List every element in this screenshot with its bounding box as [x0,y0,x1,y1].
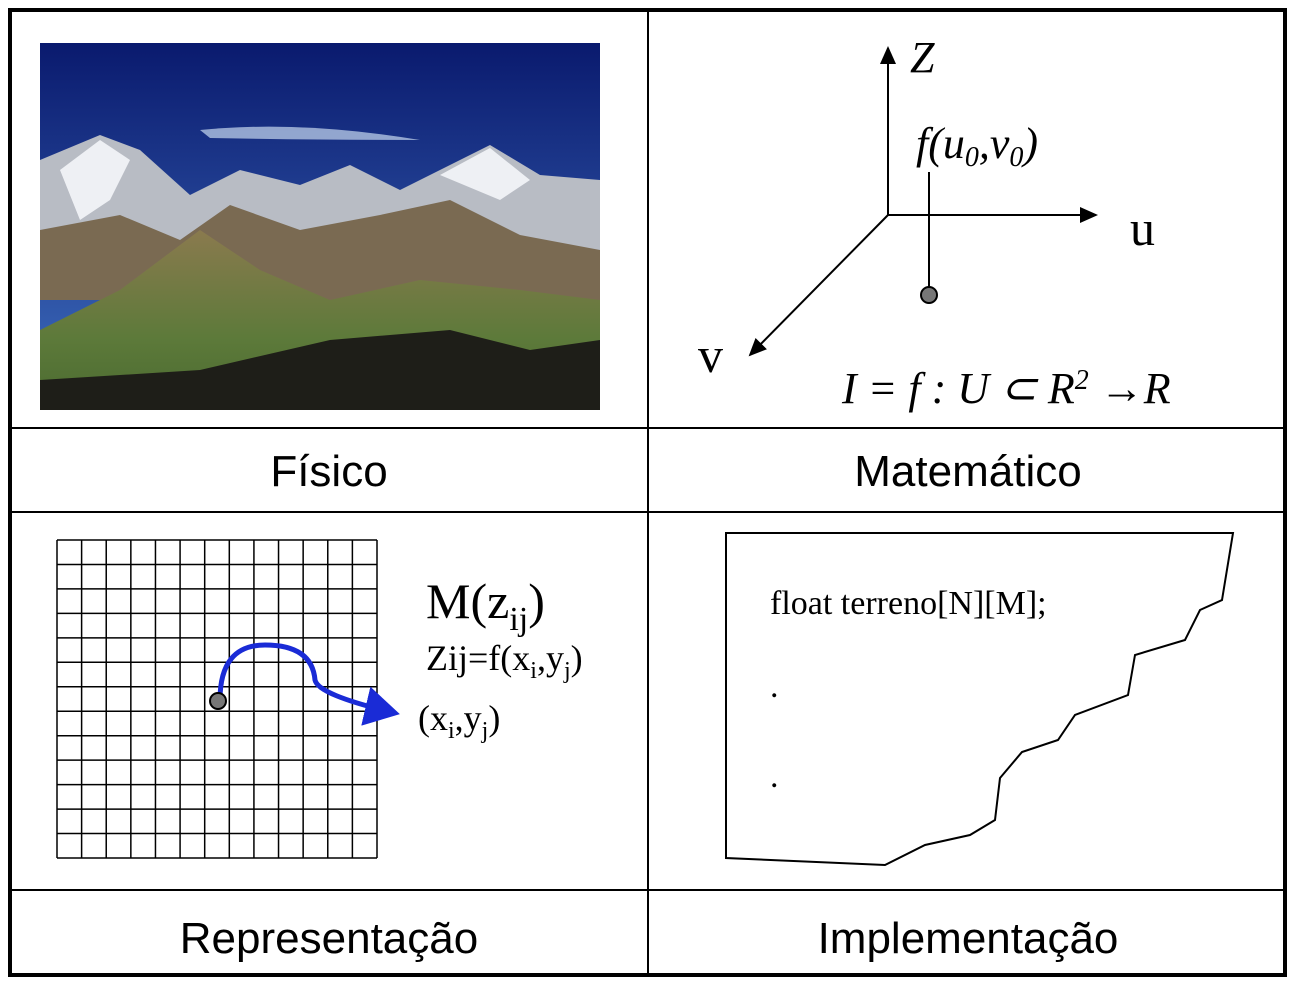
code: float terreno[N][M]; [770,585,1047,622]
mountain-photo [40,43,600,410]
caption: Representação [180,914,478,963]
diagram: Z u v f(u0,v0) I = f : U ⊂ R2 →R Físico … [0,0,1292,985]
matrix-label: M(zij) [426,573,545,638]
point-label: (xi,yj) [418,698,500,744]
axis-label: v [698,327,723,383]
point-label: f(u0,v0) [916,119,1038,173]
formula: I = f : U ⊂ R2 →R [841,364,1171,413]
caption: Implementação [818,914,1119,963]
ellipsis: . [770,668,779,705]
memory-shape [726,533,1233,865]
curve-arrow [220,645,395,713]
axis-label: Z [910,33,935,82]
ellipsis: . [770,758,779,795]
point [210,693,226,709]
function-label: Zij=f(xi,yj) [426,638,583,684]
point [921,287,937,303]
caption: Físico [270,447,387,496]
axis-label: u [1130,200,1155,256]
caption: Matemático [854,447,1081,496]
axes [750,48,1096,355]
